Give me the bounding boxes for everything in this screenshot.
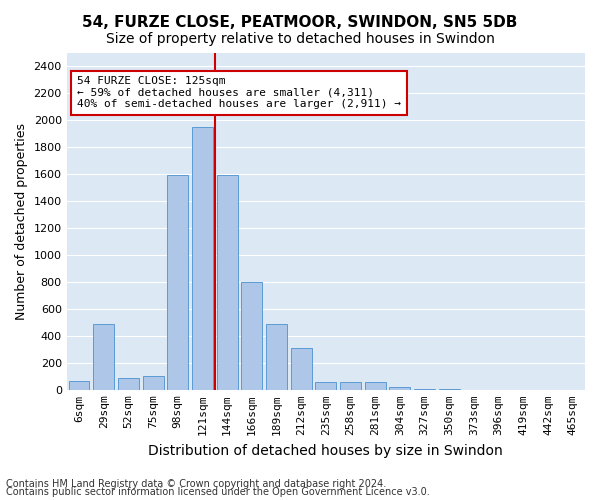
Text: Size of property relative to detached houses in Swindon: Size of property relative to detached ho… [106,32,494,46]
Text: 54 FURZE CLOSE: 125sqm
← 59% of detached houses are smaller (4,311)
40% of semi-: 54 FURZE CLOSE: 125sqm ← 59% of detached… [77,76,401,110]
Bar [118,378,139,390]
Bar [93,324,114,390]
X-axis label: Distribution of detached houses by size in Swindon: Distribution of detached houses by size … [148,444,503,458]
Bar [192,126,213,390]
Bar [167,176,188,390]
Bar [414,389,435,390]
Text: 54, FURZE CLOSE, PEATMOOR, SWINDON, SN5 5DB: 54, FURZE CLOSE, PEATMOOR, SWINDON, SN5 … [82,15,518,30]
Y-axis label: Number of detached properties: Number of detached properties [15,122,28,320]
Bar [316,382,337,390]
Bar [68,381,89,390]
Bar [266,324,287,390]
Text: Contains public sector information licensed under the Open Government Licence v3: Contains public sector information licen… [6,487,430,497]
Bar [290,348,311,390]
Bar [143,376,164,390]
Bar [365,382,386,390]
Bar [340,382,361,390]
Bar [389,387,410,390]
Bar [217,176,238,390]
Bar [241,282,262,390]
Text: Contains HM Land Registry data © Crown copyright and database right 2024.: Contains HM Land Registry data © Crown c… [6,479,386,489]
Bar [439,389,460,390]
